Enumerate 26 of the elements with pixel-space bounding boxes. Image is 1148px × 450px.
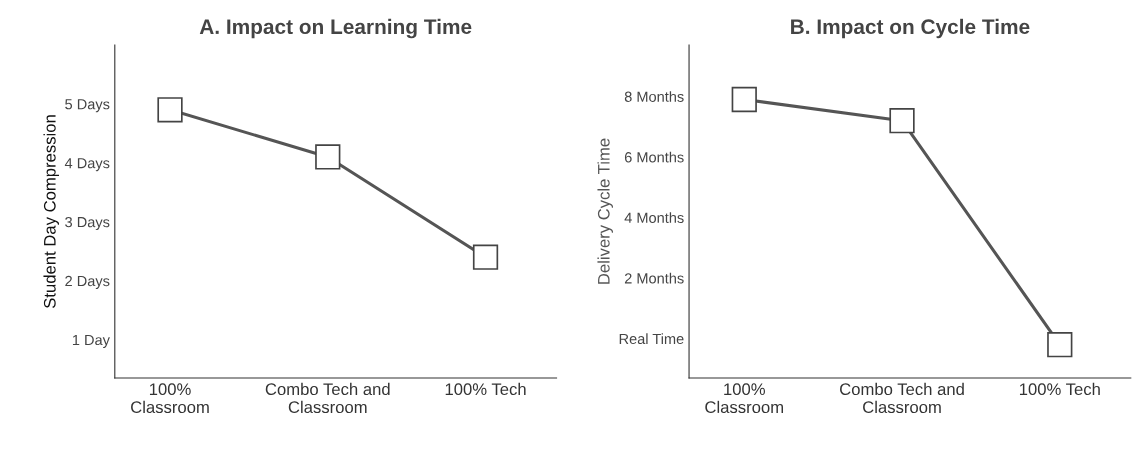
chart-title: A. Impact on Learning Time	[199, 18, 472, 39]
y-tick-label: 3 Days	[65, 216, 110, 231]
point	[1047, 332, 1073, 358]
y-tick-label: 4 Months	[624, 212, 684, 223]
point	[472, 244, 499, 270]
x-tick-label: 100% Tech	[445, 382, 526, 396]
y-tick-label: Real Time	[619, 333, 684, 345]
y-tick-label: 1 Day	[72, 334, 110, 348]
point	[889, 108, 915, 134]
y-tick-label: 6 Months	[624, 151, 684, 163]
x-tick-label: 100% Classroom	[131, 383, 209, 414]
y-axis-title: Student Day Compression	[43, 115, 59, 309]
y-tick-label: 4 Days	[64, 158, 110, 172]
y-tick-label: 2 Months	[624, 272, 684, 284]
x-tick-label: Combo Tech and Classroom	[840, 382, 964, 414]
y-tick-label: 8 Months	[624, 91, 684, 102]
y-axis-title: Delivery Cycle Time	[597, 138, 613, 284]
point	[315, 144, 341, 170]
x-tick-label: Combo Tech and Classroom	[265, 382, 390, 414]
point	[157, 97, 183, 123]
x-tick-label: 100% Tech	[1019, 382, 1100, 396]
point	[731, 86, 757, 113]
x-tick-label: 100% Classroom	[705, 383, 783, 414]
y-tick-label: 2 Days	[65, 275, 110, 290]
y-tick-label: 5 Days	[65, 99, 110, 113]
chart-title: B. Impact on Cycle Time	[791, 18, 1030, 39]
